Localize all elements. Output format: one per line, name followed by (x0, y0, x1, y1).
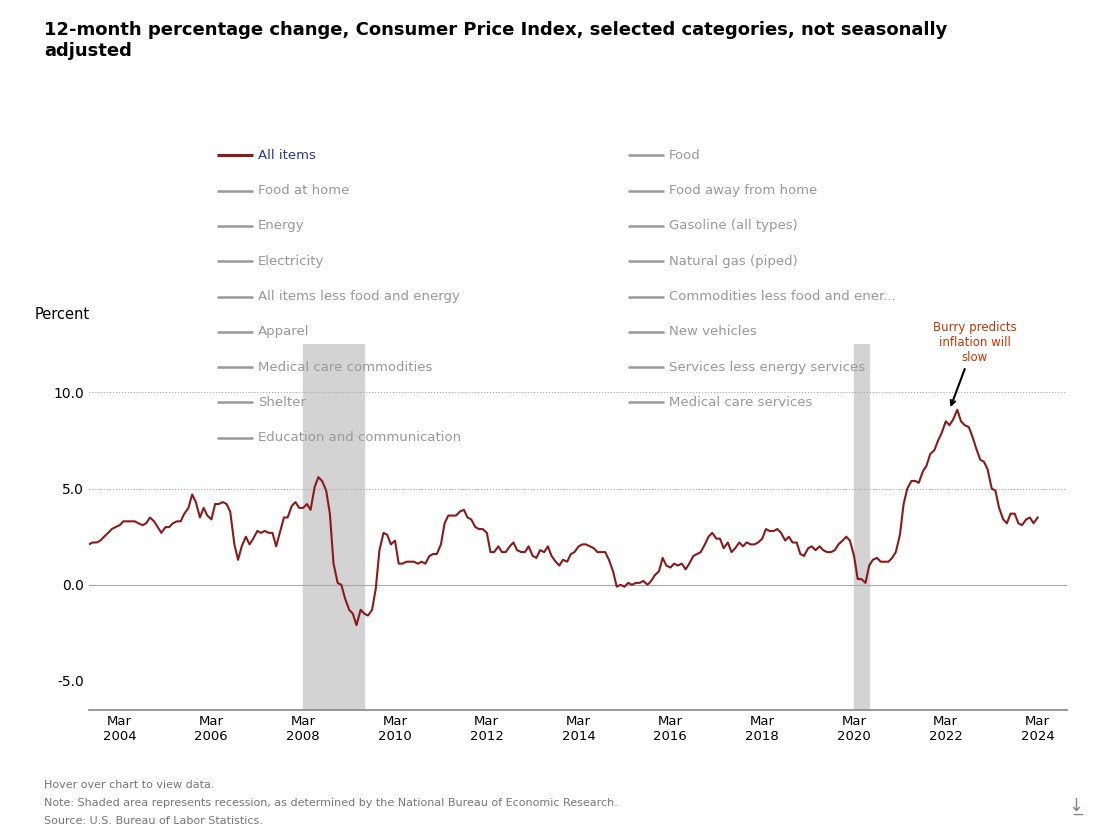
Text: Gasoline (all types): Gasoline (all types) (669, 219, 798, 233)
Text: Electricity: Electricity (258, 255, 324, 268)
Text: Food: Food (669, 149, 701, 162)
Text: Food away from home: Food away from home (669, 184, 817, 197)
Text: Source: U.S. Bureau of Labor Statistics.: Source: U.S. Bureau of Labor Statistics. (44, 816, 263, 827)
Text: Note: Shaded area represents recession, as determined by the National Bureau of : Note: Shaded area represents recession, … (44, 798, 619, 808)
Text: Burry predicts
inflation will
slow: Burry predicts inflation will slow (933, 321, 1017, 405)
Text: Education and communication: Education and communication (258, 431, 461, 444)
Text: New vehicles: New vehicles (669, 325, 757, 339)
Text: All items: All items (258, 149, 316, 162)
Text: Commodities less food and ener...: Commodities less food and ener... (669, 290, 895, 303)
Text: All items less food and energy: All items less food and energy (258, 290, 460, 303)
Text: Services less energy services: Services less energy services (669, 360, 865, 374)
Text: Shelter: Shelter (258, 396, 306, 409)
Text: Apparel: Apparel (258, 325, 309, 339)
Text: Percent: Percent (36, 307, 90, 323)
Text: Hover over chart to view data.: Hover over chart to view data. (44, 780, 214, 790)
Bar (303, 344, 364, 710)
Text: ↓̲: ↓̲ (1068, 797, 1083, 816)
Text: Energy: Energy (258, 219, 304, 233)
Text: Natural gas (piped): Natural gas (piped) (669, 255, 798, 268)
Text: Medical care commodities: Medical care commodities (258, 360, 432, 374)
Text: Food at home: Food at home (258, 184, 349, 197)
Text: 12-month percentage change, Consumer Price Index, selected categories, not seaso: 12-month percentage change, Consumer Pri… (44, 21, 948, 60)
Bar (854, 344, 869, 710)
Text: Medical care services: Medical care services (669, 396, 812, 409)
